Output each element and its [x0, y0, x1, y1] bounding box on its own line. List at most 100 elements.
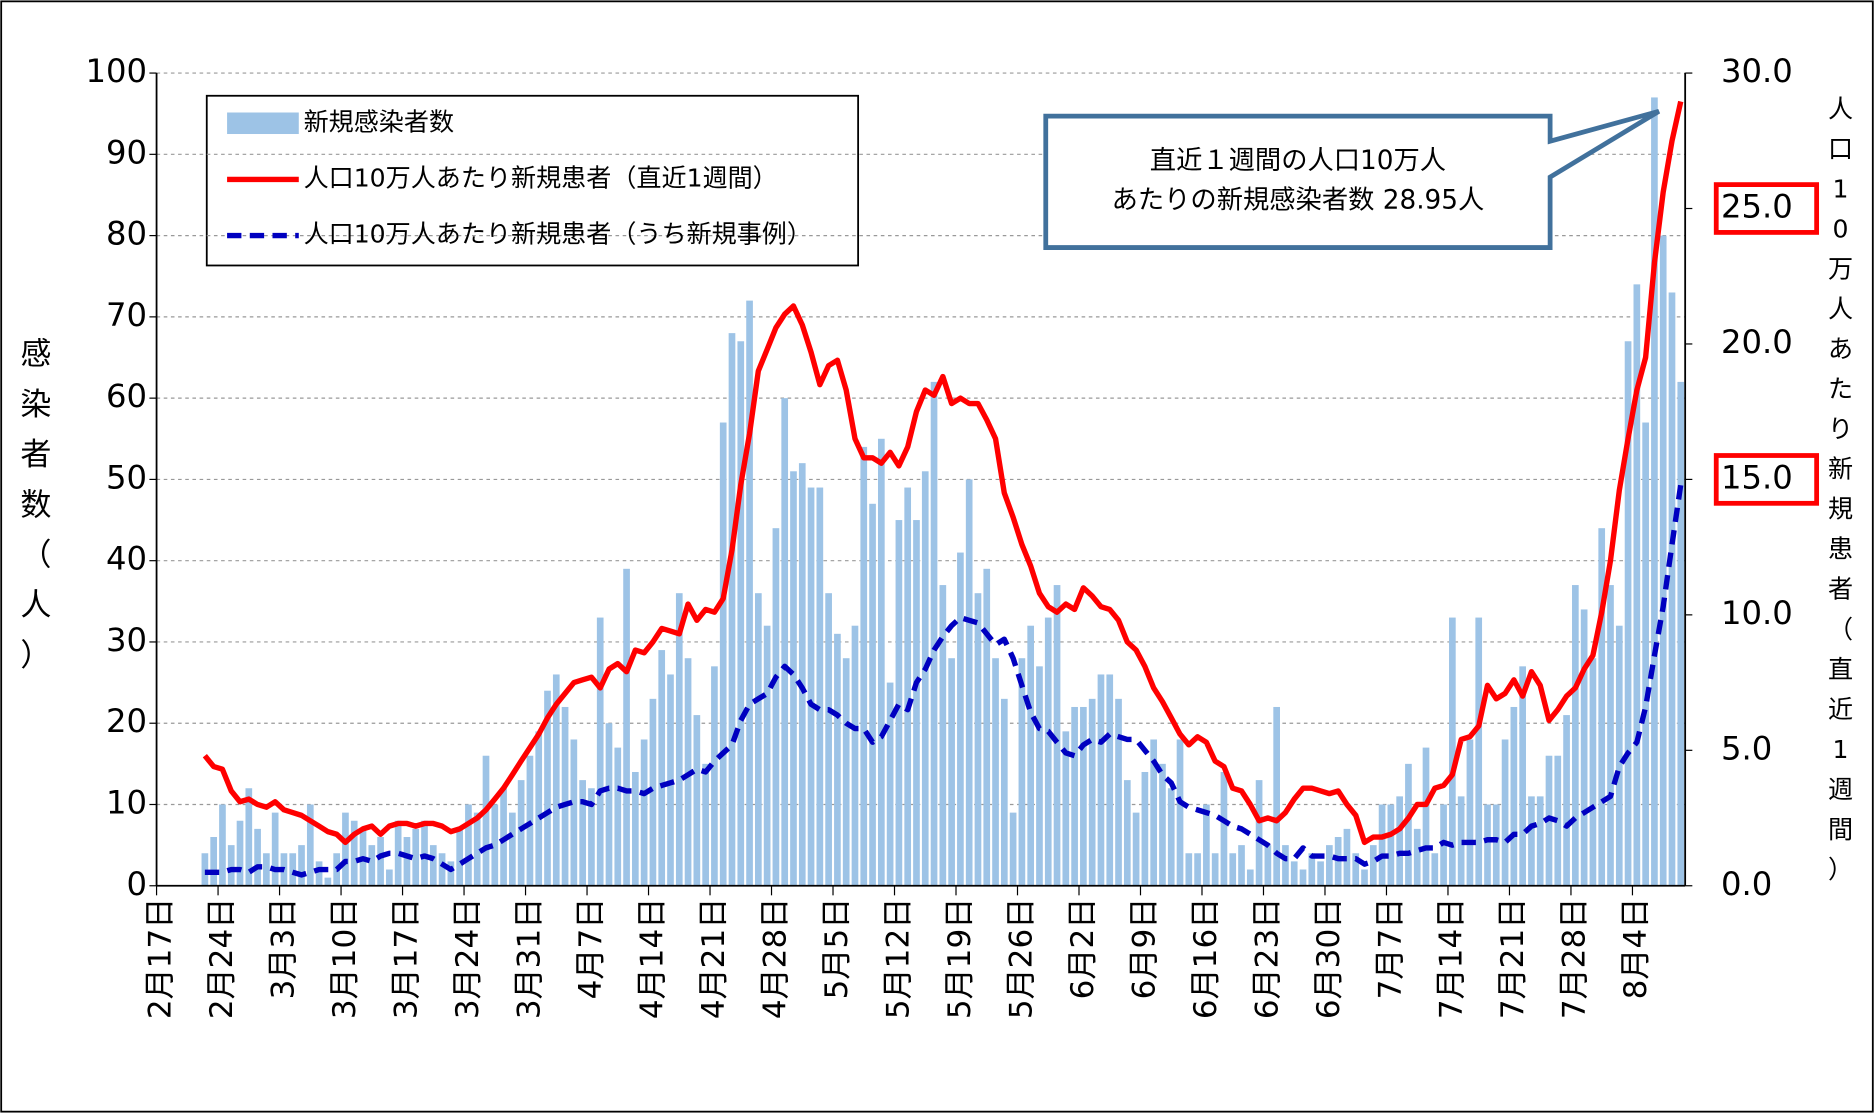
x-tick-label: 4月21日 — [696, 898, 732, 1019]
y-tick-label: 10 — [106, 783, 147, 821]
bar — [412, 828, 420, 886]
bar — [1659, 235, 1667, 886]
bar — [632, 771, 639, 886]
y-tick-label: 90 — [106, 133, 147, 171]
bar — [368, 845, 376, 886]
bar — [895, 520, 903, 886]
bar — [1536, 796, 1544, 886]
bar — [948, 658, 955, 886]
bar — [1097, 674, 1105, 886]
bar — [860, 446, 868, 886]
bar — [1369, 845, 1377, 886]
bar — [210, 837, 218, 886]
bar — [904, 487, 912, 886]
bar — [306, 804, 314, 886]
x-tick-label: 5月5日 — [819, 898, 855, 1000]
bar — [482, 755, 490, 886]
bar — [570, 739, 578, 886]
bar — [1475, 617, 1483, 886]
bar — [1615, 625, 1623, 886]
bar — [394, 820, 402, 886]
x-tick-label: 3月3日 — [265, 898, 301, 1000]
bar — [623, 568, 630, 886]
y-tick-label: 60 — [106, 377, 147, 415]
bar — [1422, 747, 1430, 886]
callout-box — [1043, 109, 1661, 250]
bar — [324, 877, 332, 886]
bar — [1677, 381, 1685, 886]
bar — [1378, 804, 1386, 886]
legend-label: 人口10万人あたり新規患者（直近1週間） — [304, 163, 778, 192]
x-tick-label: 3月10日 — [327, 898, 363, 1019]
y2-tick-label: 15.0 — [1721, 458, 1793, 496]
bar — [298, 845, 305, 886]
bar — [1123, 780, 1131, 886]
bar — [1176, 739, 1184, 886]
bar — [1624, 341, 1632, 886]
bar — [649, 698, 657, 886]
bar — [877, 438, 885, 886]
bar — [1273, 706, 1280, 886]
bar — [1009, 812, 1017, 886]
bar — [605, 723, 613, 886]
bar — [245, 788, 253, 886]
bar — [869, 503, 876, 886]
bar — [1159, 763, 1166, 886]
bar — [921, 471, 929, 886]
y-tick-label: 30 — [106, 621, 147, 659]
y2-tick-label: 5.0 — [1721, 729, 1772, 767]
bar — [1088, 698, 1096, 886]
bar — [1290, 861, 1298, 886]
x-tick-label: 4月28日 — [757, 898, 793, 1019]
x-tick-label: 6月23日 — [1249, 898, 1285, 1019]
bar — [1044, 617, 1052, 886]
bar — [509, 812, 516, 886]
legend-swatch — [227, 112, 299, 135]
bar — [227, 845, 235, 886]
x-tick-label: 7月28日 — [1557, 898, 1593, 1019]
bar — [447, 861, 455, 886]
bar — [1642, 422, 1649, 886]
bar — [807, 487, 815, 886]
bar — [965, 479, 973, 886]
bar — [254, 828, 261, 886]
bar — [1264, 845, 1272, 886]
legend-box — [205, 94, 860, 267]
bar — [1572, 585, 1579, 886]
bar — [614, 747, 622, 886]
bar — [403, 837, 411, 886]
bar — [552, 674, 560, 886]
bar — [1352, 853, 1360, 886]
bar — [386, 869, 393, 886]
bar — [271, 812, 279, 886]
x-tick-label: 8月4日 — [1618, 898, 1654, 1000]
bar — [1449, 617, 1456, 886]
bar — [1501, 739, 1509, 886]
tick-highlight — [1713, 182, 1820, 235]
bar — [1598, 528, 1606, 886]
bar — [834, 633, 841, 886]
bar — [842, 658, 850, 886]
bar — [1466, 739, 1474, 886]
y-tick-label: 0 — [126, 865, 147, 903]
bar — [1080, 706, 1087, 886]
bar — [1220, 771, 1228, 886]
legend-label: 人口10万人あたり新規患者（うち新規事例） — [304, 220, 812, 249]
x-tick-label: 5月12日 — [880, 898, 916, 1019]
x-tick-label: 2月24日 — [204, 898, 240, 1019]
bar — [1238, 845, 1245, 886]
bar — [1229, 853, 1237, 886]
x-tick-label: 6月30日 — [1311, 898, 1347, 1019]
bar — [438, 853, 446, 886]
bar — [755, 593, 762, 886]
bar — [1053, 585, 1061, 886]
bar — [1668, 292, 1676, 886]
bar — [1396, 796, 1403, 886]
bar — [1413, 828, 1421, 886]
x-tick-label: 2月17日 — [142, 898, 178, 1019]
y-tick-label: 80 — [106, 215, 147, 253]
bar — [1326, 845, 1333, 886]
bar — [535, 731, 543, 886]
bar — [465, 804, 472, 886]
